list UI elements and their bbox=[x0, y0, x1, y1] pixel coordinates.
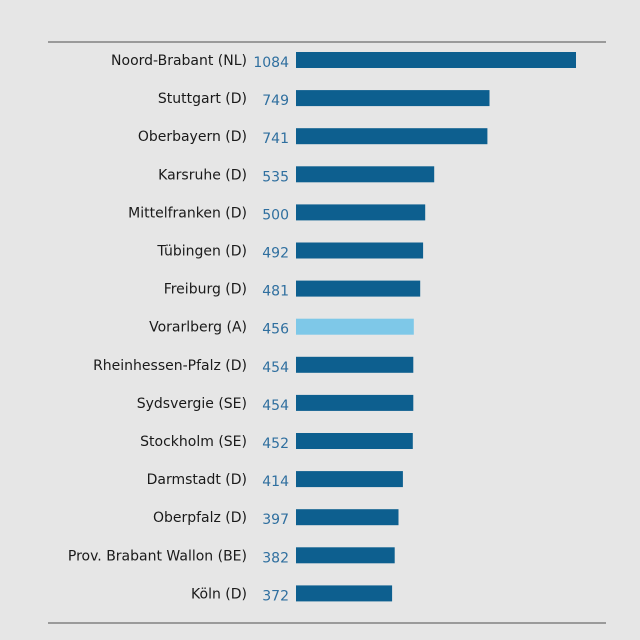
bar bbox=[296, 547, 395, 564]
bar-row: Vorarlberg (A) 456 bbox=[149, 318, 414, 338]
value-label: 414 bbox=[262, 474, 289, 490]
bar-row: Oberpfalz (D) 397 bbox=[153, 509, 399, 528]
bar bbox=[296, 356, 414, 373]
bar-row: Oberbayern (D) 741 bbox=[138, 128, 488, 147]
value-label: 456 bbox=[262, 322, 289, 338]
bar-row: Rheinhessen-Pfalz (D) 454 bbox=[93, 356, 414, 376]
value-label: 535 bbox=[262, 169, 289, 185]
value-label: 481 bbox=[262, 284, 289, 300]
value-label: 500 bbox=[262, 207, 289, 223]
category-label: Stockholm (SE) bbox=[140, 434, 247, 450]
bar-row: Köln (D) 372 bbox=[191, 585, 393, 604]
category-label: Oberbayern (D) bbox=[138, 129, 247, 145]
bar-row: Freiburg (D) 481 bbox=[164, 280, 421, 300]
category-label: Darmstadt (D) bbox=[147, 472, 247, 488]
highlighted-bar bbox=[296, 318, 414, 335]
value-label: 452 bbox=[262, 436, 289, 452]
bar bbox=[296, 128, 488, 145]
bar bbox=[296, 204, 426, 221]
value-label: 1084 bbox=[253, 55, 289, 71]
category-label: Köln (D) bbox=[191, 586, 247, 602]
value-label: 372 bbox=[262, 588, 289, 604]
category-label: Tübingen (D) bbox=[156, 244, 247, 260]
category-label: Vorarlberg (A) bbox=[149, 320, 247, 336]
category-label: Stuttgart (D) bbox=[158, 91, 247, 107]
bar bbox=[296, 394, 414, 411]
category-label: Karsruhe (D) bbox=[158, 167, 247, 183]
bar bbox=[296, 471, 403, 488]
value-label: 382 bbox=[262, 550, 289, 566]
bar-row: Karsruhe (D) 535 bbox=[158, 166, 435, 185]
category-label: Freiburg (D) bbox=[164, 282, 247, 298]
bar-row: Darmstadt (D) 414 bbox=[147, 471, 403, 490]
bar-row: Sydsvergie (SE) 454 bbox=[137, 394, 414, 414]
bar-rows: Noord-Brabant (NL) 1084 Stuttgart (D) 749 Ob… bbox=[68, 52, 576, 604]
bar bbox=[296, 509, 399, 526]
bar-row: Noord-Brabant (NL) 1084 bbox=[111, 52, 576, 71]
bar bbox=[296, 52, 576, 68]
bar-row: Stuttgart (D) 749 bbox=[158, 90, 490, 109]
bar bbox=[296, 242, 424, 259]
bar-row: Mittelfranken (D) 500 bbox=[128, 204, 426, 223]
bar bbox=[296, 90, 490, 107]
value-label: 749 bbox=[262, 93, 289, 109]
category-label: Mittelfranken (D) bbox=[128, 205, 247, 221]
bar bbox=[296, 166, 435, 183]
category-label: Oberpfalz (D) bbox=[153, 510, 247, 526]
value-label: 454 bbox=[262, 360, 289, 376]
category-label: Sydsvergie (SE) bbox=[137, 396, 247, 412]
value-label: 454 bbox=[262, 398, 289, 414]
value-label: 492 bbox=[262, 246, 289, 262]
bar-row: Prov. Brabant Wallon (BE) 382 bbox=[68, 547, 395, 566]
bar-row: Stockholm (SE) 452 bbox=[140, 433, 413, 452]
category-label: Prov. Brabant Wallon (BE) bbox=[68, 548, 247, 564]
bar-row: Tübingen (D) 492 bbox=[156, 242, 424, 262]
category-label: Rheinhessen-Pfalz (D) bbox=[93, 358, 247, 374]
value-label: 397 bbox=[262, 512, 289, 528]
bar bbox=[296, 433, 413, 449]
bar bbox=[296, 585, 393, 602]
category-label: Noord-Brabant (NL) bbox=[111, 53, 247, 69]
value-label: 741 bbox=[262, 131, 289, 147]
bar bbox=[296, 280, 421, 297]
